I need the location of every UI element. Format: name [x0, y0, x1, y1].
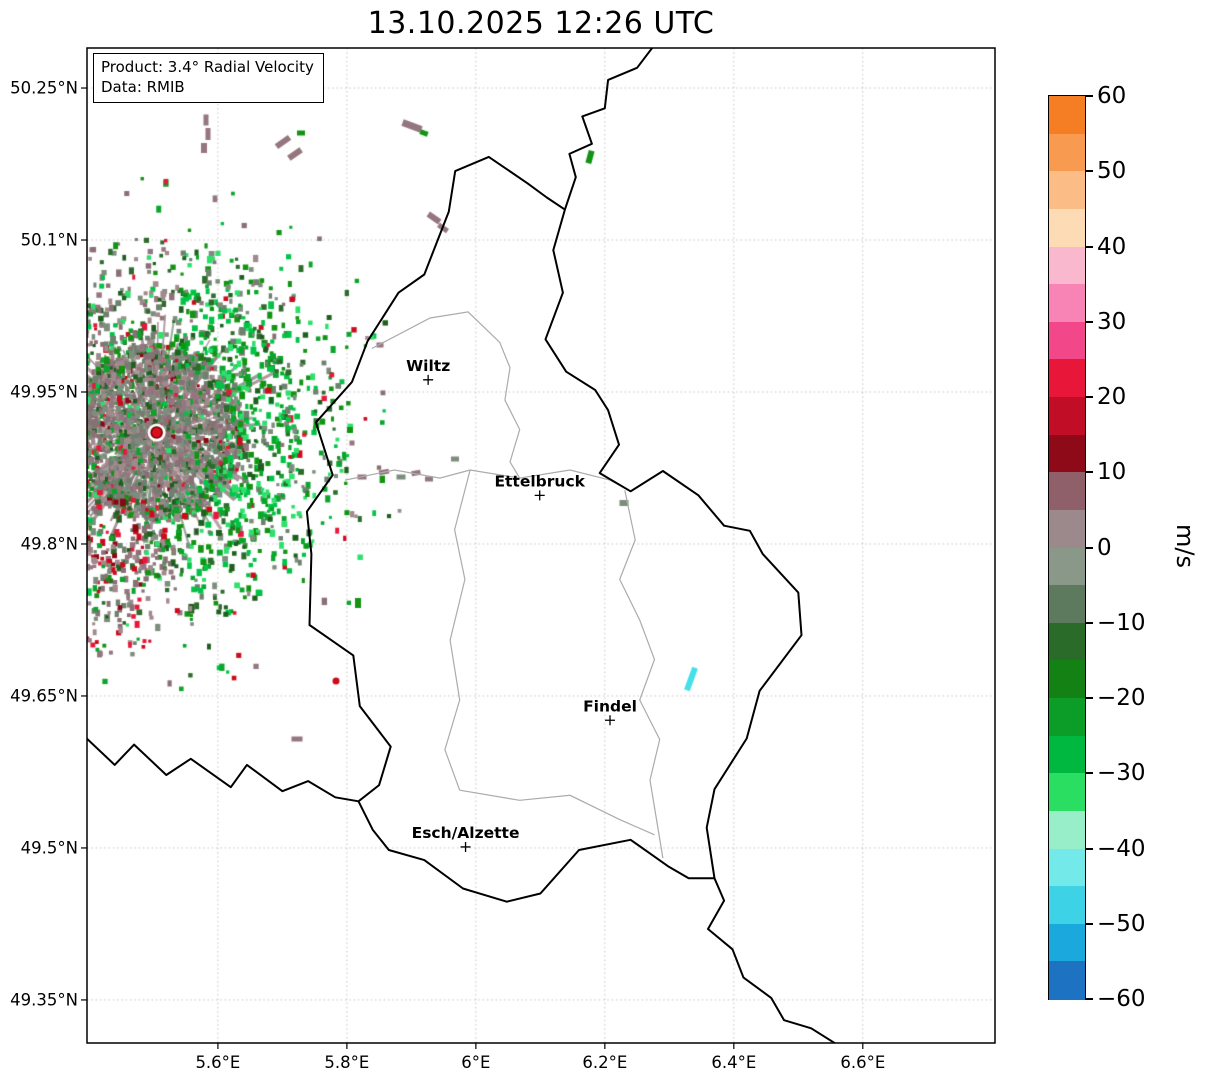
- colorbar-segment: [1049, 585, 1085, 624]
- y-tick-label: 49.35°N: [10, 990, 78, 1009]
- x-tick-label: 6.6°E: [840, 1053, 885, 1072]
- city-label: Esch/Alzette: [412, 824, 520, 842]
- x-tick-label: 5.8°E: [324, 1053, 369, 1072]
- colorbar: [1048, 95, 1086, 1000]
- colorbar-segment: [1049, 961, 1085, 1000]
- colorbar-tick-mark: [1086, 95, 1093, 97]
- colorbar-tick-label: 10: [1097, 459, 1127, 486]
- y-tick-label: 49.8°N: [21, 534, 78, 553]
- colorbar-tick-mark: [1086, 621, 1093, 624]
- be-de-border: [563, 48, 654, 210]
- product-label: Product: 3.4° Radial Velocity: [101, 58, 314, 76]
- colorbar-segment: [1049, 810, 1085, 850]
- colorbar-segment: [1049, 509, 1085, 549]
- colorbar-tick-mark: [1086, 546, 1093, 549]
- colorbar-tick-label: −60: [1097, 986, 1146, 1012]
- y-tick-label: 49.95°N: [10, 382, 78, 401]
- colorbar-segment: [1049, 434, 1085, 473]
- colorbar-tick-label: 50: [1097, 158, 1127, 185]
- colorbar-tick-mark: [1086, 847, 1093, 850]
- x-tick-label: 6.4°E: [711, 1053, 756, 1072]
- colorbar-segment: [1049, 171, 1085, 210]
- colorbar-tick-mark: [1086, 697, 1093, 699]
- colorbar-segment: [1049, 622, 1085, 661]
- colorbar-tick-label: −50: [1097, 910, 1146, 937]
- product-info-box: Product: 3.4° Radial Velocity Data: RMIB: [93, 53, 324, 103]
- x-tick-label: 6°E: [461, 1053, 490, 1072]
- y-tick-label: 50.25°N: [10, 79, 78, 98]
- y-tick-label: 49.5°N: [21, 838, 78, 857]
- x-tick-label: 5.6°E: [195, 1053, 240, 1072]
- colorbar-segment: [1049, 472, 1085, 511]
- district-border-line: [371, 311, 521, 479]
- colorbar-tick-label: 60: [1097, 83, 1127, 109]
- colorbar-tick-mark: [1086, 320, 1093, 323]
- city-marker: [460, 841, 471, 852]
- colorbar-tick-label: −10: [1097, 609, 1146, 636]
- colorbar-tick-label: −30: [1097, 760, 1146, 787]
- colorbar-tick-label: −40: [1097, 835, 1146, 862]
- colorbar-segment: [1049, 321, 1085, 360]
- colorbar-segment: [1049, 773, 1085, 812]
- colorbar-segment: [1049, 848, 1085, 887]
- y-tick-label: 50.1°N: [21, 231, 78, 250]
- city-marker: [423, 374, 434, 385]
- colorbar-segment: [1049, 923, 1085, 962]
- colorbar-segment: [1049, 133, 1085, 172]
- colorbar-tick-label: 40: [1097, 233, 1127, 260]
- colorbar-segment: [1049, 735, 1085, 774]
- colorbar-tick-label: 0: [1097, 534, 1112, 561]
- plot-frame: [86, 47, 996, 1044]
- city-marker: [534, 490, 545, 501]
- colorbar-tick-mark: [1086, 922, 1093, 925]
- colorbar-tick-mark: [1086, 998, 1093, 1000]
- city-label: Wiltz: [406, 357, 450, 375]
- colorbar-tick-mark: [1086, 396, 1093, 398]
- district-border-line: [344, 469, 631, 492]
- colorbar-segment: [1049, 96, 1085, 135]
- colorbar-segment: [1049, 886, 1085, 925]
- colorbar-segment: [1049, 246, 1085, 285]
- colorbar-unit-label: m/s: [1171, 524, 1199, 568]
- city-marker: [605, 715, 616, 726]
- colorbar-segment: [1049, 660, 1085, 699]
- colorbar-segment: [1049, 284, 1085, 323]
- colorbar-segment: [1049, 547, 1085, 586]
- colorbar-segment: [1049, 208, 1085, 248]
- colorbar-tick-mark: [1086, 471, 1093, 474]
- colorbar-tick-label: −20: [1097, 685, 1146, 711]
- district-border-line: [444, 469, 471, 791]
- colorbar-segment: [1049, 397, 1085, 436]
- city-label: Findel: [583, 697, 637, 715]
- colorbar-tick-mark: [1086, 245, 1093, 248]
- colorbar-segment: [1049, 698, 1085, 737]
- luxembourg-border: [305, 155, 803, 903]
- data-source-label: Data: RMIB: [101, 78, 185, 96]
- y-tick-label: 49.65°N: [10, 686, 78, 705]
- x-tick-label: 6.2°E: [582, 1053, 627, 1072]
- colorbar-tick-label: 30: [1097, 308, 1127, 335]
- colorbar-tick-mark: [1086, 170, 1093, 173]
- district-border-line: [459, 789, 655, 836]
- be-fr-border: [87, 737, 359, 803]
- colorbar-tick-mark: [1086, 772, 1093, 775]
- colorbar-tick-label: 20: [1097, 384, 1127, 410]
- city-label: Ettelbruck: [494, 472, 585, 490]
- district-border-line: [619, 490, 664, 859]
- fr-de-border: [707, 877, 837, 1043]
- colorbar-segment: [1049, 359, 1085, 398]
